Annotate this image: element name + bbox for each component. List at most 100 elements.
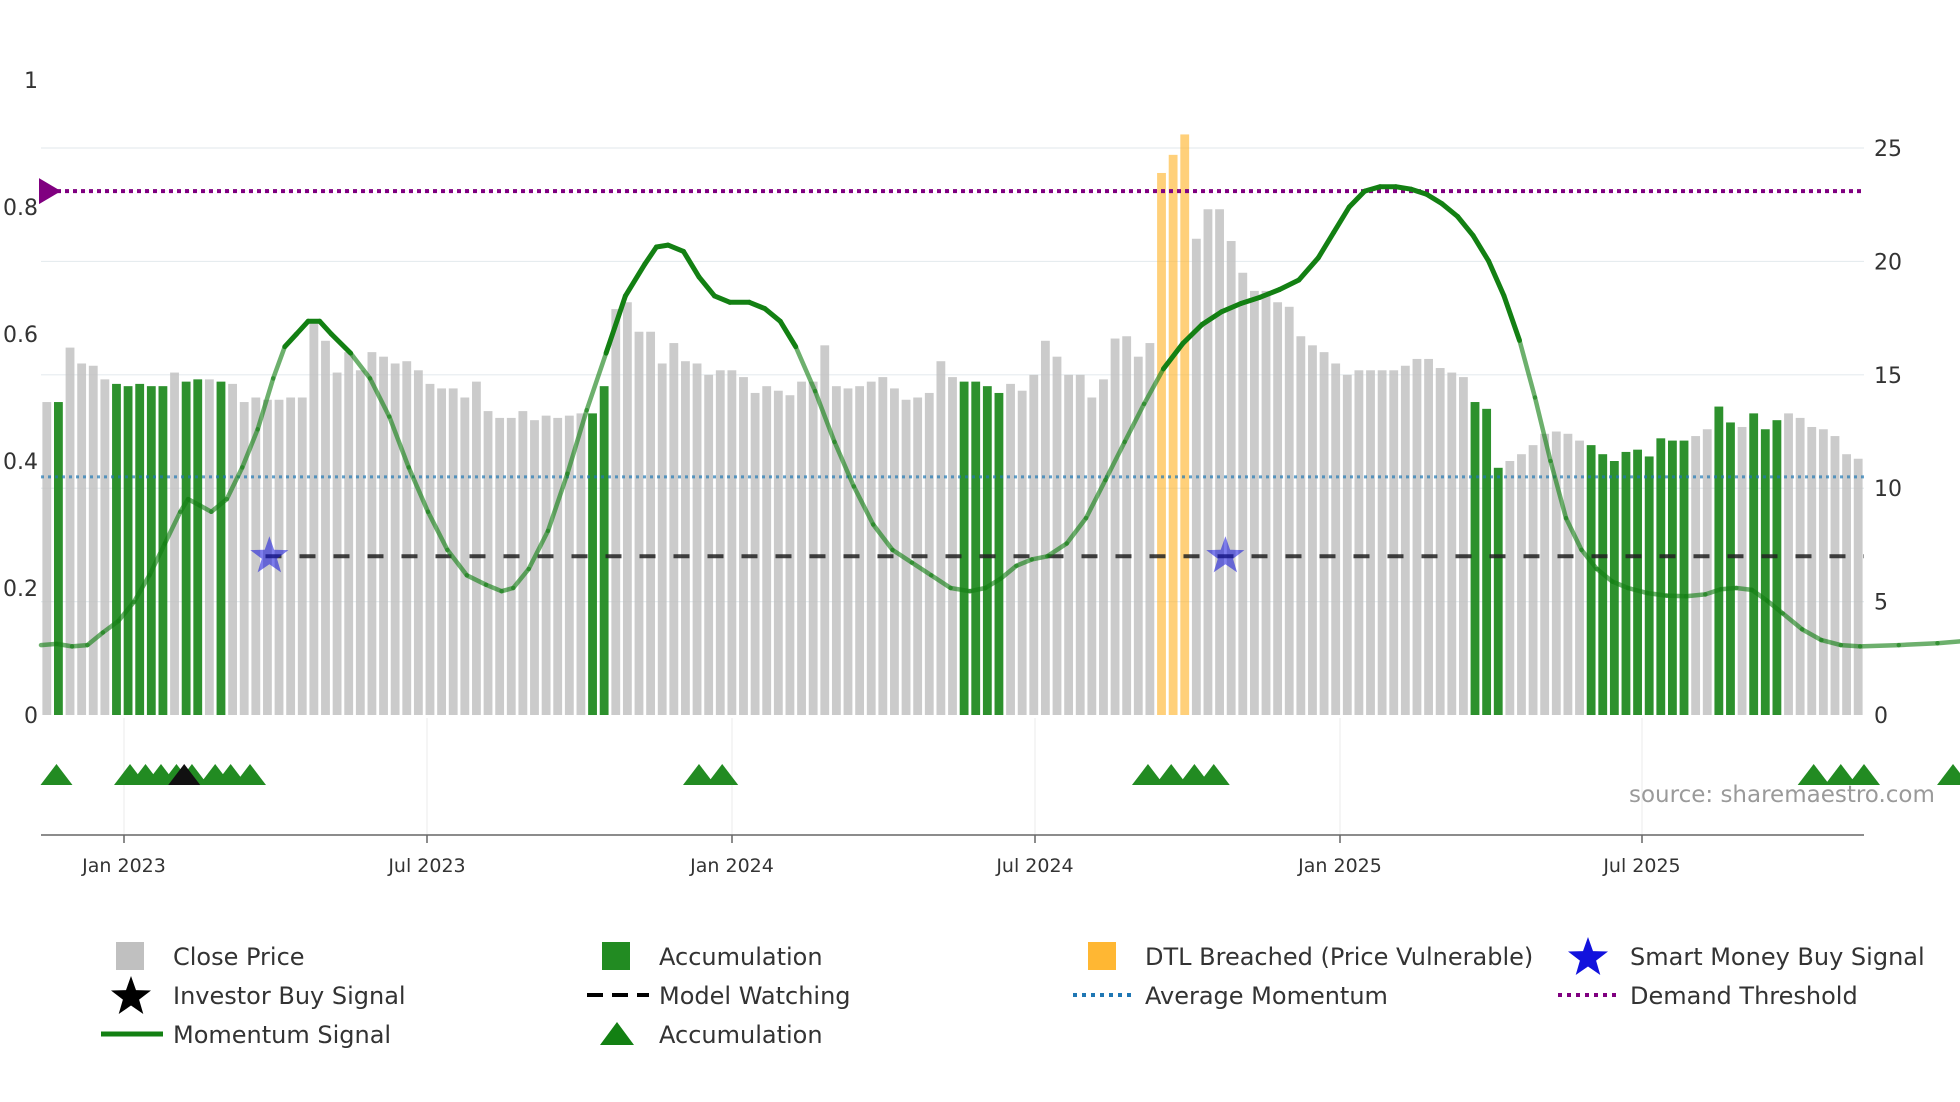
momentum-segment	[240, 427, 260, 470]
momentum-segment	[665, 242, 686, 254]
source-label: source: sharemaestro.com	[1629, 782, 1935, 808]
close-price-bar	[1853, 458, 1863, 715]
momentum-segment	[367, 376, 392, 419]
accumulation-triangle	[1824, 764, 1857, 785]
legend-label: Close Price	[173, 943, 305, 971]
close-price-bar	[739, 377, 748, 715]
close-price-bar	[843, 388, 853, 715]
close-price-bar	[1064, 374, 1074, 715]
momentum-segment	[1160, 341, 1186, 372]
accumulation-bar	[1621, 451, 1631, 715]
momentum-segment	[510, 566, 531, 591]
accumulation-bar	[1714, 406, 1724, 715]
dtl-bar	[1168, 154, 1178, 716]
momentum-segment	[1180, 322, 1205, 346]
close-price-bar	[1110, 338, 1120, 715]
accumulation-bar	[1482, 408, 1492, 715]
momentum-segment	[1935, 639, 1960, 646]
momentum-segment	[1703, 587, 1724, 597]
close-price-bar	[170, 372, 179, 715]
momentum-segment	[1014, 557, 1035, 569]
momentum-segment	[1277, 277, 1302, 292]
close-price-bar	[634, 331, 644, 715]
momentum-segment	[812, 388, 837, 445]
momentum-segment	[1749, 587, 1770, 603]
momentum-segment	[1857, 642, 1902, 649]
x-tick-label: Jul 2023	[387, 855, 465, 877]
close-price-bar	[692, 363, 702, 715]
close-price-bar	[1575, 440, 1584, 715]
close-price-bar	[402, 361, 412, 715]
momentum-segment	[1122, 401, 1147, 445]
momentum-segment	[317, 318, 334, 337]
accumulation-bar	[1633, 449, 1642, 715]
accumulation-bar	[1470, 402, 1480, 715]
close-price-bar	[472, 381, 481, 716]
momentum-segment	[445, 547, 470, 578]
close-price-bar	[797, 381, 806, 716]
close-price-bar	[100, 379, 110, 715]
close-price-bar	[1830, 436, 1840, 715]
accumulation-triangle	[234, 764, 267, 785]
accumulation-bar	[1679, 440, 1689, 715]
momentum-segment	[1780, 611, 1805, 632]
momentum-segment	[1029, 554, 1050, 562]
momentum-segment	[1470, 233, 1492, 264]
close-price-bar	[495, 417, 505, 715]
close-price-bar	[727, 370, 737, 715]
close-price-bar	[1342, 374, 1352, 715]
momentum-segment	[1563, 515, 1584, 553]
close-price-bar	[1818, 429, 1828, 715]
close-price-bar	[1122, 336, 1132, 715]
accumulation-bar	[1772, 420, 1782, 715]
close-price-bar	[425, 383, 435, 715]
close-price-bar	[1551, 431, 1561, 715]
momentum-segment	[584, 350, 609, 413]
legend-label: Momentum Signal	[173, 1021, 391, 1049]
close-price-bar	[1528, 445, 1538, 716]
momentum-segment	[998, 563, 1019, 581]
momentum-segment	[209, 496, 230, 515]
close-price-bar	[1458, 377, 1468, 715]
close-price-bar	[413, 370, 423, 715]
momentum-segment	[890, 547, 915, 565]
close-price-bar	[530, 420, 539, 715]
momentum-segment	[1362, 184, 1383, 194]
close-price-bar	[855, 386, 865, 715]
momentum-segment	[255, 376, 276, 432]
momentum-segment	[1819, 637, 1844, 648]
close-price-bar	[204, 379, 214, 715]
accumulation-bar	[982, 386, 992, 715]
accumulation-bar	[112, 383, 121, 715]
legend-label: Accumulation	[659, 1021, 823, 1049]
close-price-bar	[1075, 374, 1085, 715]
close-price-bar	[1702, 429, 1712, 715]
close-price-bar	[518, 411, 528, 715]
momentum-segment	[1517, 338, 1538, 400]
close-price-bar	[483, 411, 493, 715]
dtl-bar	[1157, 172, 1166, 716]
close-price-bar	[321, 340, 330, 715]
bars	[42, 134, 1863, 716]
close-price-bar	[1842, 454, 1851, 715]
momentum-segment	[712, 293, 733, 305]
close-price-bar	[367, 352, 377, 715]
close-price-bar	[286, 397, 296, 715]
legend-square	[1088, 942, 1116, 970]
close-price-bar	[611, 309, 621, 715]
right-tick-label: 25	[1874, 137, 1902, 162]
momentum-segment	[1896, 640, 1940, 648]
accumulation-triangle	[1797, 764, 1830, 785]
momentum-segment	[1296, 255, 1321, 283]
close-price-bar	[657, 363, 667, 715]
close-price-bar	[77, 363, 87, 715]
accumulation-bar	[994, 392, 1004, 715]
x-axis: Jan 2023 Jul 2023 Jan 2024 Jul 2024 Jan 2025…	[81, 835, 1681, 877]
left-tick-label: 0	[24, 704, 38, 729]
close-price-bar	[88, 365, 98, 715]
close-price-bar	[460, 397, 470, 715]
close-price-bar	[1133, 356, 1143, 715]
close-price-bar	[1389, 370, 1399, 715]
momentum-segment	[1238, 294, 1263, 306]
left-tick-label: 0.6	[3, 323, 38, 348]
